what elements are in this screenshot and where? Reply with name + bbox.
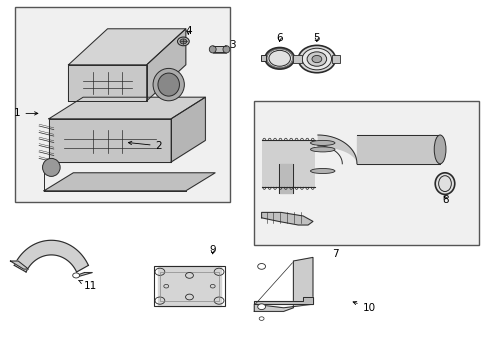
- Bar: [254, 101, 478, 245]
- Polygon shape: [158, 266, 221, 306]
- Ellipse shape: [223, 46, 229, 53]
- Polygon shape: [49, 97, 205, 119]
- Text: 2: 2: [128, 141, 162, 151]
- Polygon shape: [68, 65, 146, 101]
- Circle shape: [177, 37, 189, 46]
- Circle shape: [264, 48, 294, 69]
- Ellipse shape: [42, 158, 60, 176]
- Polygon shape: [44, 173, 215, 191]
- Bar: [154, 266, 224, 306]
- Text: 1: 1: [14, 108, 38, 118]
- Ellipse shape: [310, 168, 334, 174]
- Circle shape: [298, 45, 335, 73]
- Polygon shape: [74, 273, 92, 276]
- Polygon shape: [146, 29, 185, 101]
- Ellipse shape: [153, 68, 184, 101]
- Bar: [331, 55, 340, 63]
- Text: 3: 3: [223, 40, 235, 50]
- Ellipse shape: [433, 135, 445, 164]
- Polygon shape: [68, 29, 185, 65]
- Polygon shape: [14, 240, 88, 272]
- Text: 10: 10: [352, 301, 375, 313]
- Ellipse shape: [310, 140, 334, 145]
- Text: 5: 5: [313, 33, 320, 43]
- Bar: [256, 103, 476, 243]
- Circle shape: [73, 273, 80, 278]
- Ellipse shape: [434, 173, 454, 194]
- Polygon shape: [261, 212, 312, 225]
- Polygon shape: [254, 297, 312, 304]
- Polygon shape: [171, 97, 205, 162]
- Ellipse shape: [310, 147, 334, 152]
- Bar: [261, 55, 265, 61]
- Text: 4: 4: [184, 26, 191, 36]
- Text: 9: 9: [209, 245, 216, 255]
- Polygon shape: [254, 257, 312, 311]
- Ellipse shape: [158, 73, 179, 96]
- Circle shape: [302, 48, 331, 70]
- Circle shape: [311, 55, 321, 63]
- Circle shape: [257, 264, 265, 269]
- Circle shape: [306, 52, 326, 66]
- Text: 6: 6: [276, 33, 283, 43]
- Bar: [261, 140, 315, 187]
- Bar: [212, 46, 226, 52]
- Text: 7: 7: [331, 249, 338, 259]
- Circle shape: [259, 317, 264, 320]
- Text: 8: 8: [442, 195, 448, 205]
- Bar: [160, 272, 219, 301]
- Ellipse shape: [209, 46, 216, 53]
- Polygon shape: [49, 119, 171, 162]
- Bar: [15, 7, 229, 202]
- Bar: [32, 11, 220, 196]
- Polygon shape: [10, 261, 28, 269]
- Circle shape: [257, 304, 265, 310]
- Circle shape: [180, 39, 186, 44]
- Text: 11: 11: [79, 280, 97, 291]
- Bar: [293, 55, 302, 63]
